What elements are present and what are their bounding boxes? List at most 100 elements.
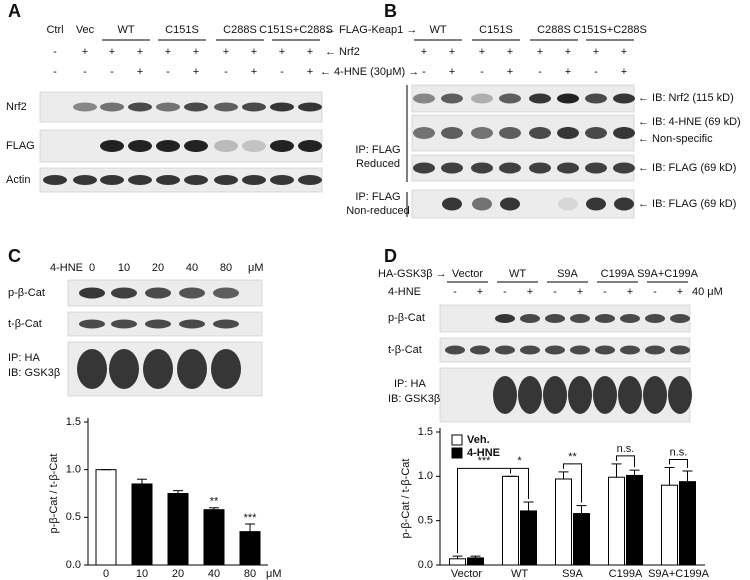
label: 40 <box>208 568 220 580</box>
label: + <box>593 46 599 58</box>
label: 0.0 <box>66 559 81 571</box>
label: Actin <box>6 174 30 186</box>
band <box>77 349 107 389</box>
band <box>73 175 97 185</box>
label: + <box>565 46 571 58</box>
label: + <box>449 66 455 78</box>
label: ← Nrf2 <box>325 46 360 58</box>
label: - <box>166 66 170 78</box>
label: 0 <box>89 262 95 274</box>
band <box>668 376 692 414</box>
label: 40 μM <box>692 286 723 298</box>
band <box>270 175 294 185</box>
label: μM <box>266 568 282 580</box>
legend-swatch <box>451 447 463 459</box>
band <box>613 162 635 174</box>
band <box>298 175 322 185</box>
band <box>471 93 493 104</box>
band <box>145 319 171 329</box>
band <box>270 140 294 152</box>
label: 0.0 <box>418 559 433 571</box>
band <box>156 140 180 152</box>
band <box>442 197 462 211</box>
label: + <box>537 46 543 58</box>
band <box>242 140 266 152</box>
bar <box>661 484 678 566</box>
band <box>441 93 463 104</box>
label: ← FLAG-Keap1 → <box>325 24 417 36</box>
band <box>242 175 266 185</box>
label: + <box>507 46 513 58</box>
band <box>529 162 551 174</box>
label: IB: GSK3β <box>388 393 440 405</box>
label: Reduced <box>356 158 400 170</box>
label: IP: HA <box>394 378 426 390</box>
band <box>570 345 590 355</box>
label: ← IB: FLAG (69 kD) <box>638 198 736 210</box>
band <box>214 175 238 185</box>
band <box>128 140 152 152</box>
band <box>529 127 551 139</box>
label: + <box>421 46 427 58</box>
band <box>585 127 607 139</box>
label: + <box>109 46 115 58</box>
label: p-β-Cat / t-β-Cat <box>48 454 60 534</box>
label: - <box>653 286 657 298</box>
label: - <box>480 66 484 78</box>
band <box>100 175 124 185</box>
label: + <box>251 66 257 78</box>
label: p-β-Cat <box>388 312 425 324</box>
label: - <box>280 66 284 78</box>
band <box>593 376 617 414</box>
label: - <box>110 66 114 78</box>
significance-bracket <box>510 467 529 500</box>
bar <box>520 510 537 566</box>
label: + <box>137 66 143 78</box>
label: n.s. <box>617 443 635 455</box>
label: FLAG <box>6 140 35 152</box>
band <box>470 345 490 355</box>
label: 4-HNE <box>467 447 500 459</box>
label: WT <box>117 24 134 36</box>
label: - <box>553 286 557 298</box>
label: - <box>83 66 87 78</box>
band <box>493 376 517 414</box>
label: S9A <box>557 268 578 280</box>
label: Ctrl <box>46 24 63 36</box>
label: C288S <box>223 24 257 36</box>
label: + <box>307 46 313 58</box>
label: C288S <box>537 24 571 36</box>
band <box>179 319 205 329</box>
label: + <box>449 46 455 58</box>
band <box>499 127 521 139</box>
band <box>111 287 137 299</box>
bar <box>467 557 484 566</box>
label: + <box>477 286 483 298</box>
legend-swatch <box>451 434 463 446</box>
band <box>472 197 492 211</box>
label: C199A <box>601 268 635 280</box>
band <box>620 345 640 355</box>
band <box>413 93 435 104</box>
label: + <box>621 66 627 78</box>
band <box>543 376 567 414</box>
band <box>557 127 579 139</box>
label: *** <box>244 512 258 524</box>
band <box>242 102 266 112</box>
band <box>570 314 590 323</box>
label: Nrf2 <box>6 101 27 113</box>
label: + <box>137 46 143 58</box>
label: 80 <box>220 262 232 274</box>
band <box>645 345 665 355</box>
label: C151S <box>165 24 199 36</box>
band <box>156 102 180 112</box>
band <box>298 140 322 152</box>
label: IB: GSK3β <box>8 367 60 379</box>
band <box>595 345 615 355</box>
bar <box>679 481 696 566</box>
band <box>545 345 565 355</box>
label: WT <box>509 268 526 280</box>
label: 20 <box>152 262 164 274</box>
label: 80 <box>244 568 256 580</box>
